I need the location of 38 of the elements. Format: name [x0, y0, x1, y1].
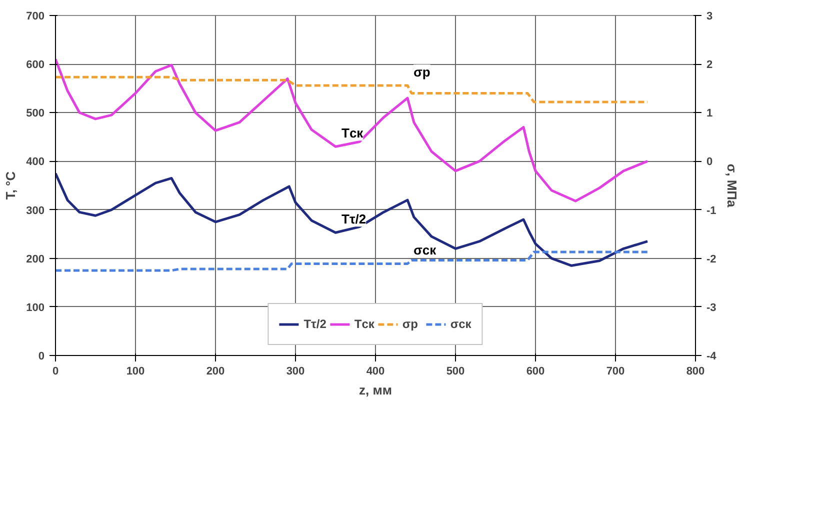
x-tick-label: 500: [446, 366, 465, 378]
x-axis-title: z, мм: [359, 382, 392, 398]
legend-label: Tск: [354, 317, 374, 331]
legend-label: σск: [450, 317, 472, 331]
y2-tick-label: -3: [706, 302, 716, 314]
x-tick-label: 400: [366, 366, 385, 378]
y-axis-title: T, °C: [3, 170, 18, 200]
x-tick-label: 100: [126, 366, 145, 378]
x-tick-label: 800: [686, 366, 705, 378]
legend-label: Tτ/2: [304, 317, 326, 331]
y2-tick-label: -2: [706, 253, 716, 266]
x-tick-label: 200: [206, 366, 225, 378]
text: Tск: [342, 126, 364, 141]
text: σр: [414, 64, 430, 80]
line-series: [56, 172, 649, 267]
text: σск: [414, 242, 436, 258]
y-tick-label: 400: [26, 156, 45, 168]
y-tick-label: 0: [38, 350, 45, 362]
text: Tτ/2: [342, 212, 366, 227]
line-series: [56, 58, 649, 202]
legend-label: σр: [402, 317, 419, 331]
x-tick-label: 0: [52, 366, 59, 378]
y2-tick-label: 0: [706, 156, 713, 168]
y2-tick-label: 3: [706, 10, 713, 22]
y-tick-label: 200: [26, 253, 45, 266]
y2-axis-title: σ, МПа: [724, 164, 740, 208]
y-tick-label: 700: [26, 10, 45, 22]
x-tick-label: 300: [286, 366, 305, 378]
y2-tick-label: -1: [706, 204, 716, 217]
x-tick-label: 600: [526, 366, 545, 378]
y-tick-label: 300: [26, 204, 45, 217]
x-tick-label: 700: [606, 366, 625, 378]
y2-tick-label: 2: [706, 59, 713, 72]
y2-tick-label: -4: [706, 350, 718, 362]
y-tick-label: 600: [26, 59, 45, 72]
y2-tick-label: 1: [706, 108, 713, 120]
y-tick-label: 500: [26, 108, 45, 120]
y-tick-label: 100: [26, 302, 45, 314]
